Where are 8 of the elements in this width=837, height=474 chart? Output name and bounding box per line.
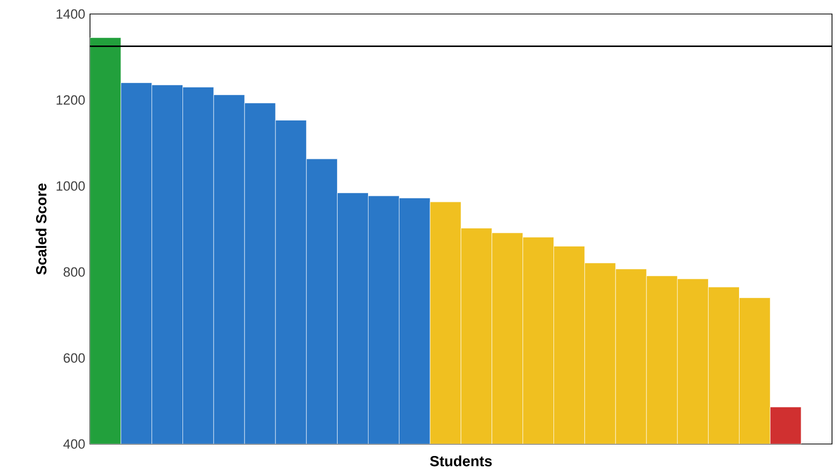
y-tick-label: 1400 — [56, 9, 85, 19]
y-axis-title: Scaled Score — [36, 183, 46, 275]
x-axis-title: Students — [430, 456, 492, 466]
y-tick-label: 1000 — [56, 181, 85, 191]
y-tick-label: 600 — [64, 353, 85, 363]
y-tick-label: 400 — [63, 439, 85, 449]
y-tick-label: 800 — [64, 267, 85, 277]
y-tick-label: 1200 — [56, 95, 85, 105]
